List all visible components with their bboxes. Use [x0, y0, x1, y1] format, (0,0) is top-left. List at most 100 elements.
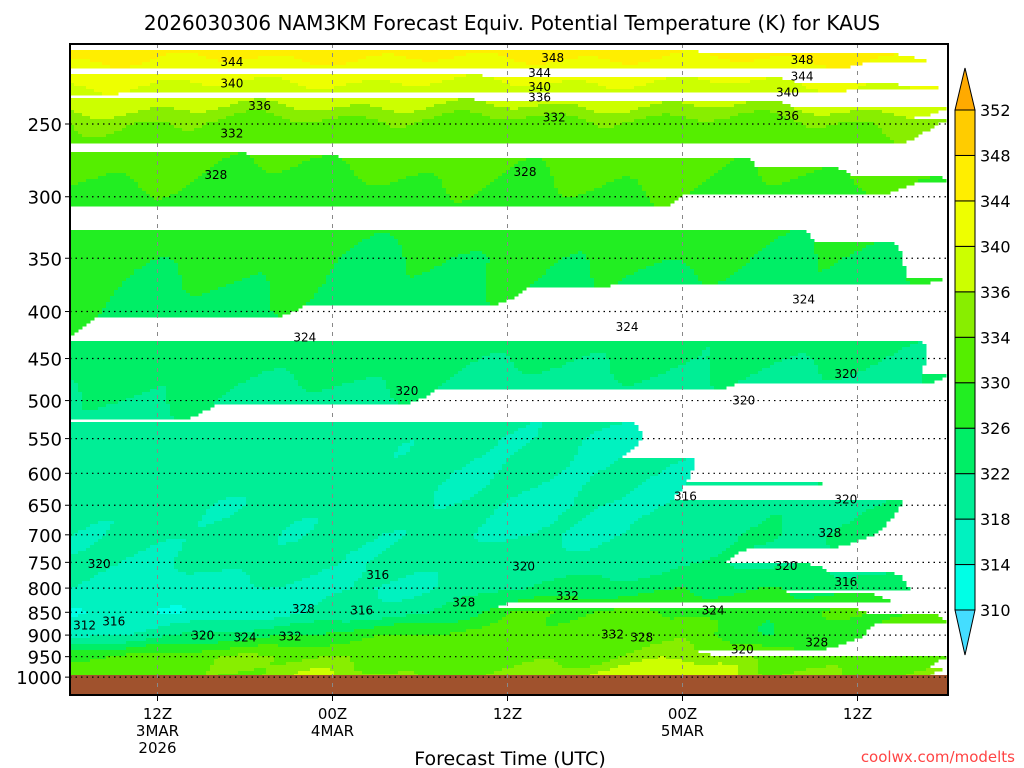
theta-e-band-cell [906, 116, 915, 120]
theta-e-band-cell [770, 110, 803, 114]
theta-e-band-cell [454, 374, 615, 378]
theta-e-band-cell [794, 671, 843, 675]
theta-e-band-cell [382, 377, 451, 381]
theta-e-band-cell [426, 107, 511, 111]
theta-e-band-cell [766, 77, 783, 81]
theta-e-band-cell [70, 104, 231, 108]
theta-e-band-cell [858, 185, 907, 189]
theta-e-band-cell [70, 245, 355, 249]
theta-e-band-cell [742, 266, 819, 270]
colorbar-label: 352 [980, 101, 1011, 120]
theta-e-band-cell [586, 437, 643, 441]
theta-e-band-cell [590, 665, 619, 669]
theta-e-band-cell [98, 521, 115, 525]
theta-e-band-cell [322, 119, 379, 123]
theta-e-band-cell [70, 368, 275, 372]
theta-e-band-cell [274, 113, 443, 117]
theta-e-band-cell [718, 554, 735, 558]
theta-e-band-cell [498, 470, 563, 474]
theta-e-band-cell [70, 425, 527, 429]
theta-e-band-cell [414, 596, 463, 600]
colorbar-label: 344 [980, 192, 1011, 211]
theta-e-band-cell [278, 314, 283, 318]
theta-e-band-cell [586, 107, 639, 111]
theta-e-band-cell [110, 65, 131, 69]
theta-e-band-cell [634, 86, 807, 90]
theta-e-band-cell [770, 365, 819, 369]
theta-e-band-cell [482, 455, 511, 459]
theta-e-band-cell [902, 347, 927, 351]
theta-e-band-cell [490, 479, 551, 483]
theta-e-band-cell [634, 521, 763, 525]
theta-e-band-cell [714, 119, 795, 123]
x-axis-label: Forecast Time (UTC) [414, 748, 605, 768]
theta-e-band-cell [518, 536, 563, 540]
theta-e-band-cell [894, 53, 899, 57]
theta-e-band-cell [714, 632, 763, 636]
theta-e-band-cell [454, 599, 519, 603]
theta-e-band-cell [766, 518, 783, 522]
theta-e-band-cell [814, 359, 883, 363]
theta-e-band-cell [718, 629, 759, 633]
theta-e-band-cell [470, 617, 503, 621]
theta-e-band-cell [762, 176, 799, 180]
theta-e-band-cell [70, 536, 103, 540]
theta-e-band-cell [746, 101, 783, 105]
theta-e-band-cell [374, 635, 719, 639]
theta-e-band-cell [238, 653, 259, 657]
theta-e-band-cell [238, 509, 495, 513]
theta-e-band-cell [298, 164, 351, 168]
theta-e-band-cell [882, 359, 927, 363]
theta-e-band-cell [98, 539, 167, 543]
theta-e-band-cell [326, 278, 487, 282]
theta-e-band-cell [382, 533, 407, 537]
theta-e-band-cell [270, 305, 303, 309]
theta-e-band-cell [70, 431, 515, 435]
theta-e-band-cell [814, 251, 855, 255]
theta-e-band-cell [790, 179, 855, 183]
theta-e-band-cell [854, 179, 919, 183]
theta-e-band-cell [554, 578, 611, 582]
theta-e-band-cell [470, 497, 511, 501]
theta-e-band-cell [842, 668, 927, 672]
theta-e-band-cell [70, 608, 83, 612]
theta-e-band-cell [826, 539, 859, 543]
theta-e-band-cell [642, 188, 695, 192]
theta-e-band-cell [474, 494, 519, 498]
theta-e-band-cell [374, 539, 399, 543]
theta-e-band-cell [546, 62, 623, 66]
theta-e-band-cell [598, 545, 731, 549]
theta-e-band-cell [298, 383, 343, 387]
theta-e-band-cell [894, 353, 927, 357]
theta-e-band-cell [442, 482, 491, 486]
colorbar-label: 334 [980, 328, 1011, 347]
theta-e-band-cell [90, 524, 111, 528]
theta-e-band-cell [222, 158, 255, 162]
theta-e-band-cell [586, 80, 655, 84]
theta-e-band-cell [630, 491, 679, 495]
theta-e-band-cell [530, 533, 563, 537]
theta-e-band-cell [246, 110, 267, 114]
theta-e-band-cell [446, 506, 499, 510]
theta-e-band-cell [70, 560, 123, 564]
theta-e-band-cell [542, 527, 571, 531]
theta-e-band-cell [486, 254, 571, 258]
theta-e-band-cell [766, 245, 815, 249]
theta-e-band-cell [354, 629, 467, 633]
credit-text[interactable]: coolwx.com/modelts [861, 748, 1015, 766]
theta-e-band-cell [326, 596, 379, 600]
theta-e-band-cell [334, 107, 383, 111]
theta-e-band-cell [394, 53, 467, 57]
theta-e-band-cell [70, 236, 371, 240]
theta-e-band-cell [218, 500, 247, 504]
theta-e-band-cell [506, 353, 591, 357]
theta-e-band-cell [70, 632, 135, 636]
contour-label: 340 [528, 80, 551, 94]
theta-e-band-cell [282, 170, 355, 174]
theta-e-band-cell [550, 524, 575, 528]
theta-e-band-cell [554, 611, 595, 615]
theta-e-band-cell [614, 500, 671, 504]
theta-e-band-cell [310, 62, 347, 66]
theta-e-band-cell [606, 503, 667, 507]
theta-e-band-cell [258, 644, 279, 648]
